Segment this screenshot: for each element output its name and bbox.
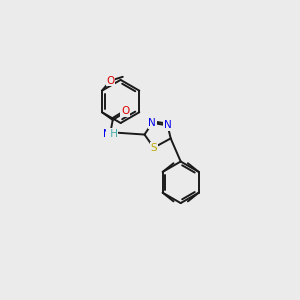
Text: O: O: [121, 106, 129, 116]
Text: N: N: [103, 129, 110, 139]
Text: H: H: [106, 129, 118, 139]
Text: S: S: [150, 143, 157, 153]
Text: O: O: [106, 76, 115, 86]
Text: N: N: [148, 118, 156, 128]
Text: N: N: [164, 120, 172, 130]
